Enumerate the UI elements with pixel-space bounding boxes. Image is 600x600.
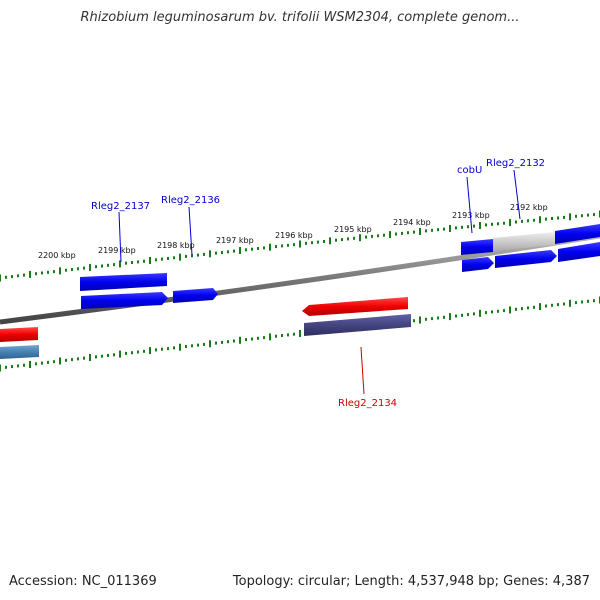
gene-feature[interactable] bbox=[461, 239, 493, 255]
gene-callouts bbox=[118, 169, 521, 395]
gene-labels: Rleg2_2137 Rleg2_2136 cobU Rleg2_2132 Rl… bbox=[91, 158, 545, 409]
gene-label[interactable]: Rleg2_2136 bbox=[161, 195, 220, 206]
scale-label: 2199 kbp bbox=[98, 246, 136, 255]
gene-feature[interactable] bbox=[81, 292, 168, 309]
gene-feature[interactable] bbox=[80, 273, 167, 291]
scale-label: 2192 kbp bbox=[510, 203, 548, 212]
scale-label: 2194 kbp bbox=[393, 218, 431, 227]
scale-label: 2196 kbp bbox=[275, 231, 313, 240]
gene-feature[interactable] bbox=[0, 327, 38, 342]
genome-backbone bbox=[0, 233, 600, 325]
scale-label: 2198 kbp bbox=[157, 241, 195, 250]
reverse-genes bbox=[0, 297, 411, 359]
gene-feature[interactable] bbox=[302, 297, 408, 316]
gene-feature[interactable] bbox=[493, 232, 555, 251]
gene-label[interactable]: cobU bbox=[457, 165, 482, 176]
scale-label: 2200 kbp bbox=[38, 251, 76, 260]
inner-tick-track bbox=[0, 296, 600, 372]
gene-label[interactable]: Rleg2_2132 bbox=[486, 158, 545, 169]
forward-genes bbox=[80, 224, 600, 309]
gene-feature[interactable] bbox=[558, 242, 600, 262]
outer-tick-track bbox=[0, 210, 600, 282]
gene-feature[interactable] bbox=[495, 250, 557, 268]
scale-label: 2195 kbp bbox=[334, 225, 372, 234]
gene-feature[interactable] bbox=[0, 345, 39, 359]
genome-title: Rhizobium leguminosarum bv. trifolii WSM… bbox=[80, 10, 520, 25]
gene-feature[interactable] bbox=[173, 288, 218, 303]
topology-summary: Topology: circular; Length: 4,537,948 bp… bbox=[232, 574, 590, 589]
gene-label[interactable]: Rleg2_2134 bbox=[338, 398, 397, 409]
gene-feature[interactable] bbox=[304, 314, 411, 336]
gene-feature[interactable] bbox=[555, 224, 600, 244]
scale-label: 2197 kbp bbox=[216, 236, 254, 245]
accession-label: Accession: NC_011369 bbox=[9, 574, 157, 589]
gene-label[interactable]: Rleg2_2137 bbox=[91, 201, 150, 212]
gene-feature[interactable] bbox=[462, 257, 494, 272]
